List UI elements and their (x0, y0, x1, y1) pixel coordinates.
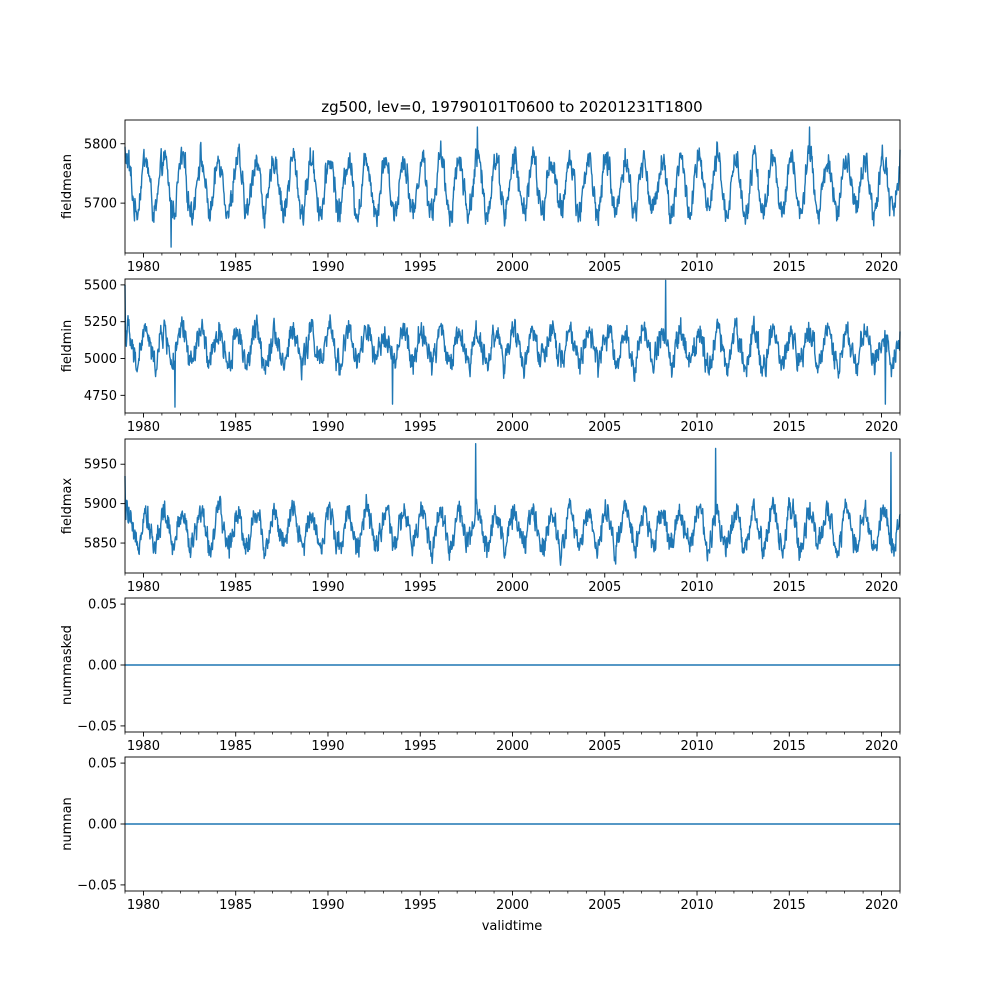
x-tick-label: 2005 (588, 260, 621, 275)
y-tick-label: 5800 (84, 137, 117, 152)
y-tick-label: 0.00 (88, 659, 117, 674)
series-line-fieldmin (124, 279, 901, 408)
y-axis-label-numnan: numnan (60, 797, 75, 851)
x-tick-label: 2010 (680, 739, 713, 754)
x-tick-label: 2020 (865, 420, 898, 435)
x-tick-label: 1985 (219, 739, 252, 754)
x-tick-label: 2010 (680, 260, 713, 275)
x-tick-label: 2010 (680, 898, 713, 913)
x-tick-label: 1995 (404, 580, 437, 595)
x-tick-label: 2015 (773, 420, 806, 435)
x-tick-label: 1985 (219, 580, 252, 595)
y-axis-label-fieldmean: fieldmean (60, 154, 75, 219)
x-tick-label: 2005 (588, 898, 621, 913)
x-tick-label: 2010 (680, 420, 713, 435)
x-tick-label: 2000 (496, 420, 529, 435)
x-tick-label: 1980 (127, 420, 160, 435)
y-tick-label: 5000 (84, 352, 117, 367)
x-tick-label: 1985 (219, 260, 252, 275)
subplot-fieldmax: 1980 1985 1990 1995 2000 2005 2010 2015 2020 5850… (60, 438, 901, 595)
x-tick-label: 2020 (865, 580, 898, 595)
y-axis-label-fieldmax: fieldmax (60, 478, 75, 535)
series-line-fieldmax (124, 443, 901, 566)
y-tick-label: −0.05 (77, 878, 117, 893)
y-tick-label: −0.05 (77, 719, 117, 734)
figure-title: zg500, lev=0, 19790101T0600 to 20201231T… (321, 98, 702, 116)
y-tick-label: 5950 (84, 458, 117, 473)
y-tick-label: 4750 (84, 389, 117, 404)
axes-frame (124, 278, 901, 414)
x-tick-label: 1990 (311, 898, 344, 913)
y-tick-label: 5700 (84, 197, 117, 212)
y-tick-label: 0.05 (88, 757, 117, 772)
x-tick-label: 2020 (865, 898, 898, 913)
y-tick-label: 0.05 (88, 598, 117, 613)
x-tick-label: 1980 (127, 580, 160, 595)
subplot-fieldmean: 1980 1985 1990 1995 2000 2005 2010 2015 2020 5700… (60, 119, 901, 275)
subplot-numnan: 1980 1985 1990 1995 2000 2005 2010 2015 2020 −0.0… (60, 756, 901, 913)
x-tick-label: 1995 (404, 739, 437, 754)
x-tick-label: 1980 (127, 898, 160, 913)
x-tick-label: 1985 (219, 420, 252, 435)
x-tick-label: 1995 (404, 420, 437, 435)
y-tick-label: 5900 (84, 497, 117, 512)
x-tick-label: 1995 (404, 260, 437, 275)
x-tick-label: 2000 (496, 580, 529, 595)
x-tick-label: 2020 (865, 260, 898, 275)
x-tick-label: 2010 (680, 580, 713, 595)
x-tick-label: 2000 (496, 260, 529, 275)
subplot-nummasked: 1980 1985 1990 1995 2000 2005 2010 2015 2020 −0.0… (60, 597, 901, 754)
y-axis-label-nummasked: nummasked (60, 625, 75, 705)
x-tick-label: 1985 (219, 898, 252, 913)
x-tick-label: 1990 (311, 580, 344, 595)
x-tick-label: 2005 (588, 580, 621, 595)
x-tick-label: 1995 (404, 898, 437, 913)
axes-frame (124, 119, 901, 254)
x-tick-label: 1990 (311, 739, 344, 754)
x-tick-label: 2000 (496, 739, 529, 754)
x-tick-label: 1990 (311, 420, 344, 435)
y-tick-label: 0.00 (88, 818, 117, 833)
x-tick-label: 2015 (773, 260, 806, 275)
subplot-fieldmin: 1980 1985 1990 1995 2000 2005 2010 2015 2020 4750… (60, 278, 901, 435)
x-tick-label: 2000 (496, 898, 529, 913)
x-tick-label: 2015 (773, 739, 806, 754)
series-line-fieldmean (124, 126, 901, 248)
y-tick-label: 5850 (84, 537, 117, 552)
y-tick-label: 5500 (84, 278, 117, 293)
y-axis-label-fieldmin: fieldmin (60, 320, 75, 373)
x-tick-label: 1990 (311, 260, 344, 275)
x-axis-label: validtime (482, 919, 543, 934)
x-tick-label: 1980 (127, 739, 160, 754)
x-tick-label: 1980 (127, 260, 160, 275)
x-tick-label: 2005 (588, 739, 621, 754)
x-tick-label: 2020 (865, 739, 898, 754)
y-tick-label: 5250 (84, 315, 117, 330)
x-tick-label: 2005 (588, 420, 621, 435)
x-tick-label: 2015 (773, 898, 806, 913)
x-tick-label: 2015 (773, 580, 806, 595)
